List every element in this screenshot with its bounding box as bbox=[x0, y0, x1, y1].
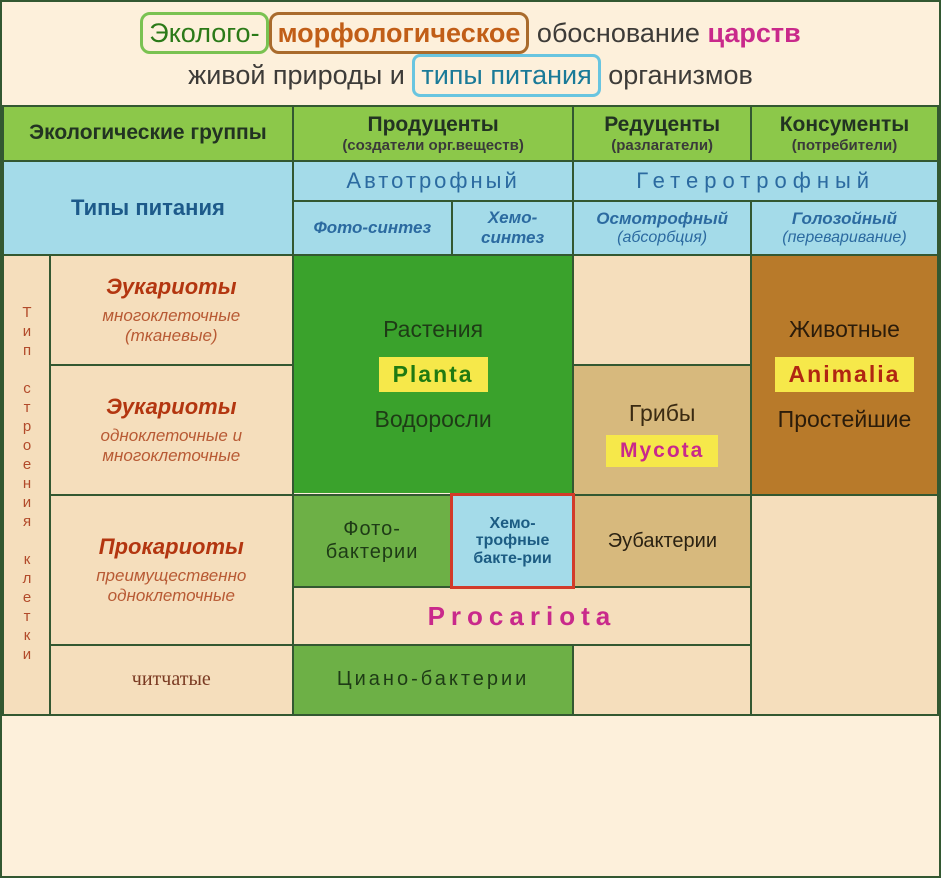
heterotrophic-label: Гетеротрофный bbox=[636, 168, 875, 193]
hdr-reducers: Редуценты (разлагатели) bbox=[573, 106, 751, 161]
cell-chit: читчатые bbox=[50, 645, 293, 715]
row-nutrition-main: Типы питания Автотрофный Гетеротрофный bbox=[3, 161, 938, 201]
cell-procariota: Procariota bbox=[293, 587, 751, 645]
hdr-eco-groups: Экологические группы bbox=[3, 106, 293, 161]
hdr-consumers: Консументы (потребители) bbox=[751, 106, 938, 161]
euk2-desc: одноклеточные и многоклеточные bbox=[55, 426, 288, 466]
cell-chemosynth: Хемо-синтез bbox=[452, 201, 574, 255]
cell-autotrophic: Автотрофный bbox=[293, 161, 573, 201]
classification-table: Экологические группы Продуценты (создате… bbox=[2, 105, 939, 716]
cell-planta: Растения Planta Водоросли bbox=[293, 255, 573, 495]
cell-fungi: Грибы Mycota bbox=[573, 365, 751, 495]
chit-label: читчатые bbox=[132, 668, 211, 690]
hdr-consumers-main: Консументы bbox=[756, 113, 933, 137]
cell-euk2: Эукариоты одноклеточные и многоклеточные bbox=[50, 365, 293, 495]
holo-main: Голозойный bbox=[756, 209, 933, 229]
page: Эколого-морфологическое обоснование царс… bbox=[0, 0, 941, 878]
title-part-morpho: морфологическое bbox=[269, 12, 530, 54]
animalia-badge: Animalia bbox=[775, 357, 915, 392]
title-part-kingdoms: царств bbox=[707, 18, 800, 48]
cell-euk1: Эукариоты многоклеточные (тканевые) bbox=[50, 255, 293, 365]
cell-osmo: Осмотрофный (абсорбция) bbox=[573, 201, 751, 255]
header-row-eco: Экологические группы Продуценты (создате… bbox=[3, 106, 938, 161]
planta-badge: Planta bbox=[379, 357, 488, 392]
cell-holo: Голозойный (переваривание) bbox=[751, 201, 938, 255]
row-euk-multicell: Тип строения клетки Эукариоты многоклето… bbox=[3, 255, 938, 365]
procariota-label: Procariota bbox=[428, 597, 617, 635]
blank-1 bbox=[573, 255, 751, 365]
cell-prok: Прокариоты преимущественно одноклеточные bbox=[50, 495, 293, 645]
blank-3 bbox=[573, 645, 751, 715]
prok-desc: преимущественно одноклеточные bbox=[55, 566, 288, 606]
mycota-badge: Mycota bbox=[606, 435, 718, 467]
photo-label: Фото-синтез bbox=[313, 218, 431, 237]
cell-cyano: Циано-бактерии bbox=[293, 645, 573, 715]
euk1-name: Эукариоты bbox=[55, 274, 288, 300]
cell-eubact: Эубактерии bbox=[573, 495, 751, 587]
hdr-producers-sub: (создатели орг.веществ) bbox=[298, 137, 568, 154]
side-label-cell-structure: Тип строения клетки bbox=[3, 255, 50, 715]
row-prokaryote-bacteria: Прокариоты преимущественно одноклеточные… bbox=[3, 495, 938, 587]
title-part-3: обоснование bbox=[537, 18, 700, 48]
hdr-producers: Продуценты (создатели орг.веществ) bbox=[293, 106, 573, 161]
hdr-reducers-main: Редуценты bbox=[578, 113, 746, 137]
nutrition-types-label: Типы питания bbox=[71, 195, 225, 220]
fungi-ru: Грибы bbox=[578, 400, 746, 427]
animals-ru: Животные bbox=[756, 316, 933, 343]
plants-ru: Растения bbox=[298, 316, 568, 343]
euk2-name: Эукариоты bbox=[55, 394, 288, 420]
blank-2 bbox=[751, 495, 938, 715]
holo-sub: (переваривание) bbox=[756, 229, 933, 247]
title-block: Эколого-морфологическое обоснование царс… bbox=[2, 2, 939, 105]
hdr-reducers-sub: (разлагатели) bbox=[578, 137, 746, 154]
autotrophic-label: Автотрофный bbox=[346, 168, 519, 193]
cell-animalia: Животные Animalia Простейшие bbox=[751, 255, 938, 495]
euk1-desc: многоклеточные (тканевые) bbox=[55, 306, 288, 346]
osmo-main: Осмотрофный bbox=[578, 209, 746, 229]
algae-ru: Водоросли bbox=[298, 406, 568, 433]
cell-photobact: Фото-бактерии bbox=[293, 495, 452, 587]
hdr-consumers-sub: (потребители) bbox=[756, 137, 933, 154]
cell-heterotrophic: Гетеротрофный bbox=[573, 161, 938, 201]
cell-photosynth: Фото-синтез bbox=[293, 201, 452, 255]
prok-name: Прокариоты bbox=[55, 534, 288, 560]
chemo-label: Хемо-синтез bbox=[481, 208, 544, 247]
osmo-sub: (абсорбция) bbox=[578, 229, 746, 247]
title-line2c: организмов bbox=[608, 60, 753, 90]
title-nutrition-types: типы питания bbox=[412, 54, 600, 96]
title-part-ecolog: Эколого- bbox=[140, 12, 268, 54]
cell-nutrition-label: Типы питания bbox=[3, 161, 293, 255]
protozoa-ru: Простейшие bbox=[756, 406, 933, 433]
title-line2a: живой природы и bbox=[188, 60, 405, 90]
hdr-producers-main: Продуценты bbox=[298, 113, 568, 137]
cell-chemobact: Хемо-трофные бакте-рии bbox=[452, 495, 574, 587]
